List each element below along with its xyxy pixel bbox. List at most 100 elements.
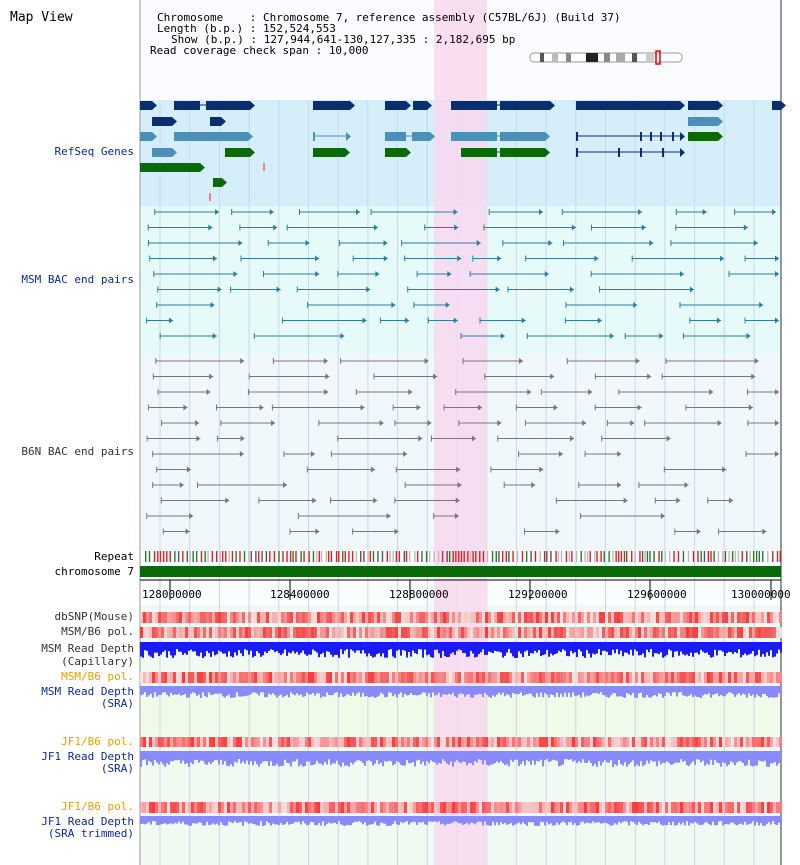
- read-depth-bar: [298, 816, 300, 822]
- read-depth-bar: [448, 816, 450, 825]
- length-label: Length (b.p.) :: [157, 22, 263, 35]
- pol-cell: [401, 737, 404, 747]
- pol-cell: [584, 672, 587, 683]
- read-depth-bar: [190, 751, 192, 763]
- bac-pair-end: [454, 513, 459, 519]
- pol-cell: [596, 612, 599, 623]
- read-depth-bar: [146, 751, 148, 766]
- track-label-b6n-bac[interactable]: B6N BAC end pairs: [21, 445, 134, 458]
- pol-cell: [365, 802, 368, 813]
- read-depth-bar: [204, 751, 206, 764]
- pol-cell: [575, 802, 578, 813]
- read-depth-bar: [366, 816, 368, 826]
- pol-cell: [461, 672, 464, 683]
- pol-cell: [620, 737, 623, 747]
- pol-cell: [143, 737, 146, 747]
- bac-pair-end: [239, 451, 244, 457]
- read-depth-bar: [548, 686, 550, 698]
- read-depth-bar: [718, 642, 720, 651]
- read-depth-bar: [382, 686, 384, 695]
- pol-cell: [155, 802, 158, 813]
- pol-cell: [407, 802, 410, 813]
- pol-cell: [485, 612, 488, 623]
- bac-pair-end: [323, 358, 328, 364]
- read-depth-bar: [372, 751, 374, 766]
- pol-cell: [578, 802, 581, 813]
- pol-cell: [599, 672, 602, 683]
- pol-cell: [590, 802, 593, 813]
- pol-cell: [140, 802, 143, 813]
- repeat-mark: [664, 551, 666, 562]
- read-depth-bar: [676, 642, 678, 652]
- pol-cell: [413, 737, 416, 747]
- pol-cell: [521, 802, 524, 813]
- read-depth-bar: [710, 686, 712, 698]
- read-depth-bar: [366, 751, 368, 761]
- read-depth-bar: [422, 816, 424, 822]
- read-depth-bar: [536, 751, 538, 762]
- pol-cell: [263, 737, 266, 747]
- read-depth-bar: [748, 816, 750, 824]
- read-depth-bar: [380, 751, 382, 763]
- read-depth-bar: [316, 642, 318, 653]
- read-depth-bar: [718, 751, 720, 764]
- pol-cell: [647, 737, 650, 747]
- read-depth-bar: [562, 686, 564, 697]
- pol-cell: [761, 672, 764, 683]
- read-depth-bar: [638, 816, 640, 822]
- read-depth-bar: [574, 816, 576, 824]
- read-depth-bar: [390, 686, 392, 693]
- repeat-mark: [639, 551, 641, 562]
- read-depth-bar: [490, 751, 492, 765]
- pol-cell: [173, 802, 176, 813]
- read-depth-bar: [754, 642, 756, 657]
- read-depth-bar: [656, 686, 658, 697]
- pol-cell: [248, 627, 251, 638]
- pol-cell: [716, 612, 719, 623]
- read-depth-bar: [630, 686, 632, 696]
- read-depth-bar: [454, 751, 456, 762]
- read-depth-bar: [436, 751, 438, 765]
- read-depth-bar: [462, 751, 464, 762]
- gene-exon: [140, 101, 152, 110]
- read-depth-bar: [158, 642, 160, 657]
- read-depth-bar: [642, 751, 644, 767]
- read-depth-bar: [460, 642, 462, 651]
- read-depth-bar: [538, 751, 540, 762]
- track-label-msm-bac[interactable]: MSM BAC end pairs: [21, 273, 134, 286]
- pol-cell: [152, 612, 155, 623]
- read-depth-bar: [582, 642, 584, 657]
- pol-cell: [218, 627, 221, 638]
- read-depth-bar: [220, 642, 222, 652]
- track-label-refseq[interactable]: RefSeq Genes: [54, 145, 134, 158]
- read-depth-bar: [532, 751, 534, 761]
- read-depth-bar: [200, 816, 202, 823]
- pol-cell: [395, 802, 398, 813]
- read-depth-bar: [756, 686, 758, 695]
- pol-cell: [263, 612, 266, 623]
- read-depth-bar: [656, 751, 658, 767]
- ideogram-band: [540, 53, 544, 62]
- read-depth-bar: [390, 751, 392, 762]
- read-depth-bar: [278, 816, 280, 826]
- read-depth-bar: [698, 642, 700, 655]
- pol-cell: [293, 627, 296, 638]
- read-depth-bar: [170, 642, 172, 656]
- read-depth-bar: [626, 642, 628, 653]
- read-depth-bar: [422, 751, 424, 762]
- gene-exon: [213, 178, 222, 187]
- read-depth-bar: [418, 642, 420, 650]
- read-depth-bar: [424, 642, 426, 650]
- pol-cell: [179, 737, 182, 747]
- pol-cell: [506, 612, 509, 623]
- read-depth-bar: [272, 686, 274, 694]
- pol-cell: [767, 612, 770, 623]
- repeat-mark: [437, 551, 440, 562]
- repeat-mark: [539, 551, 541, 562]
- read-depth-bar: [332, 816, 334, 824]
- read-depth-bar: [752, 686, 754, 695]
- pol-cell: [221, 672, 224, 683]
- pol-cell: [686, 737, 689, 747]
- pol-cell: [410, 672, 413, 683]
